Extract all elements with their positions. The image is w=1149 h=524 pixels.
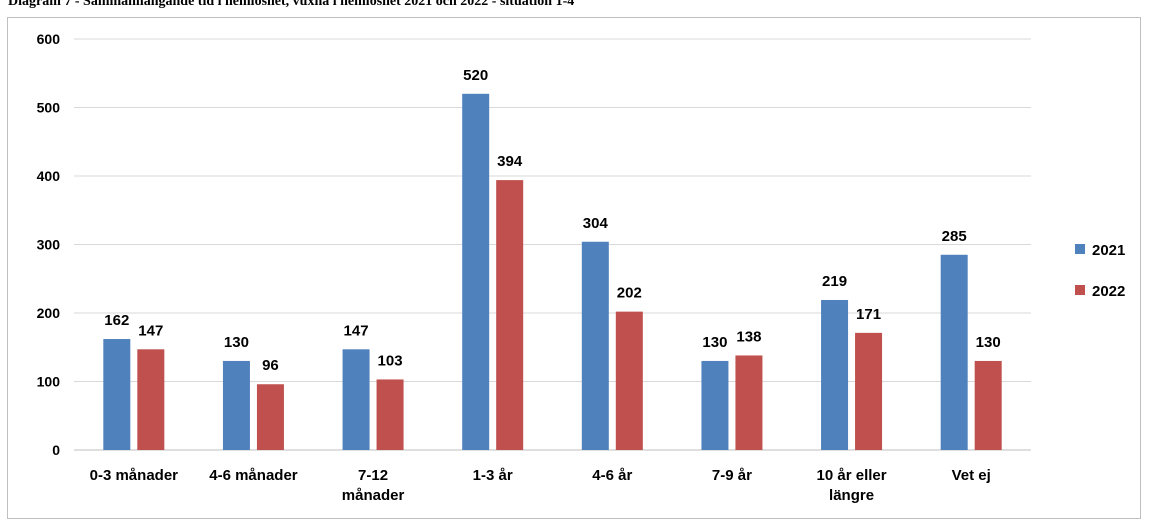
- data-label: 147: [344, 322, 369, 339]
- bar-2021: [462, 93, 490, 451]
- bar-2021: [103, 339, 131, 450]
- bar-2022: [855, 332, 883, 450]
- legend-swatch-2021: [1075, 244, 1085, 254]
- x-tick-label: Vet ej: [952, 467, 991, 484]
- chart-frame: [7, 17, 1141, 519]
- x-tick-label: 0-3 månader: [90, 467, 179, 484]
- y-tick-label: 0: [52, 442, 60, 458]
- bar-2021: [581, 241, 609, 450]
- data-label: 219: [822, 273, 847, 290]
- y-tick-label: 100: [37, 374, 61, 390]
- y-tick-label: 500: [37, 100, 61, 116]
- bar-2022: [376, 379, 404, 450]
- data-label: 103: [378, 352, 403, 369]
- y-tick-label: 200: [37, 305, 61, 321]
- data-label: 130: [976, 334, 1001, 351]
- data-label: 202: [617, 285, 642, 302]
- bar-2022: [735, 355, 763, 450]
- y-tick-label: 300: [37, 237, 61, 253]
- data-label: 130: [702, 334, 727, 351]
- data-label: 96: [262, 357, 279, 374]
- x-tick-label: längre: [829, 487, 874, 504]
- y-tick-label: 400: [37, 168, 61, 184]
- bar-2021: [940, 254, 968, 450]
- bar-2022: [496, 180, 524, 451]
- x-tick-label: 4-6 år: [592, 467, 632, 484]
- legend-label-2022: 2022: [1092, 283, 1125, 300]
- bar-2021: [342, 349, 370, 450]
- bar-2021: [701, 360, 729, 450]
- bar-2022: [615, 311, 643, 450]
- bar-2022: [137, 349, 165, 450]
- data-label: 304: [583, 215, 609, 232]
- legend-label-2021: 2021: [1092, 242, 1125, 259]
- data-label: 138: [736, 328, 761, 345]
- data-label: 520: [463, 67, 488, 84]
- data-label: 285: [942, 228, 967, 245]
- x-tick-label: 10 år eller: [817, 467, 887, 484]
- x-tick-label: månader: [342, 487, 405, 504]
- data-label: 171: [856, 306, 881, 323]
- bar-2021: [222, 360, 250, 450]
- x-tick-label: 7-9 år: [712, 467, 752, 484]
- bar-2021: [821, 299, 849, 450]
- bar-2022: [974, 360, 1002, 450]
- x-tick-label: 4-6 månader: [209, 467, 298, 484]
- legend-swatch-2022: [1075, 285, 1085, 295]
- data-label: 147: [138, 322, 163, 339]
- data-label: 394: [497, 153, 523, 170]
- bar-2022: [256, 384, 284, 450]
- x-tick-label: 7-12: [358, 467, 388, 484]
- y-tick-label: 600: [37, 31, 61, 47]
- data-label: 130: [224, 334, 249, 351]
- data-label: 162: [104, 312, 129, 329]
- x-tick-label: 1-3 år: [473, 467, 513, 484]
- chart-caption: Diagram 7 - Sammanhängande tid i hemlösh…: [8, 0, 575, 9]
